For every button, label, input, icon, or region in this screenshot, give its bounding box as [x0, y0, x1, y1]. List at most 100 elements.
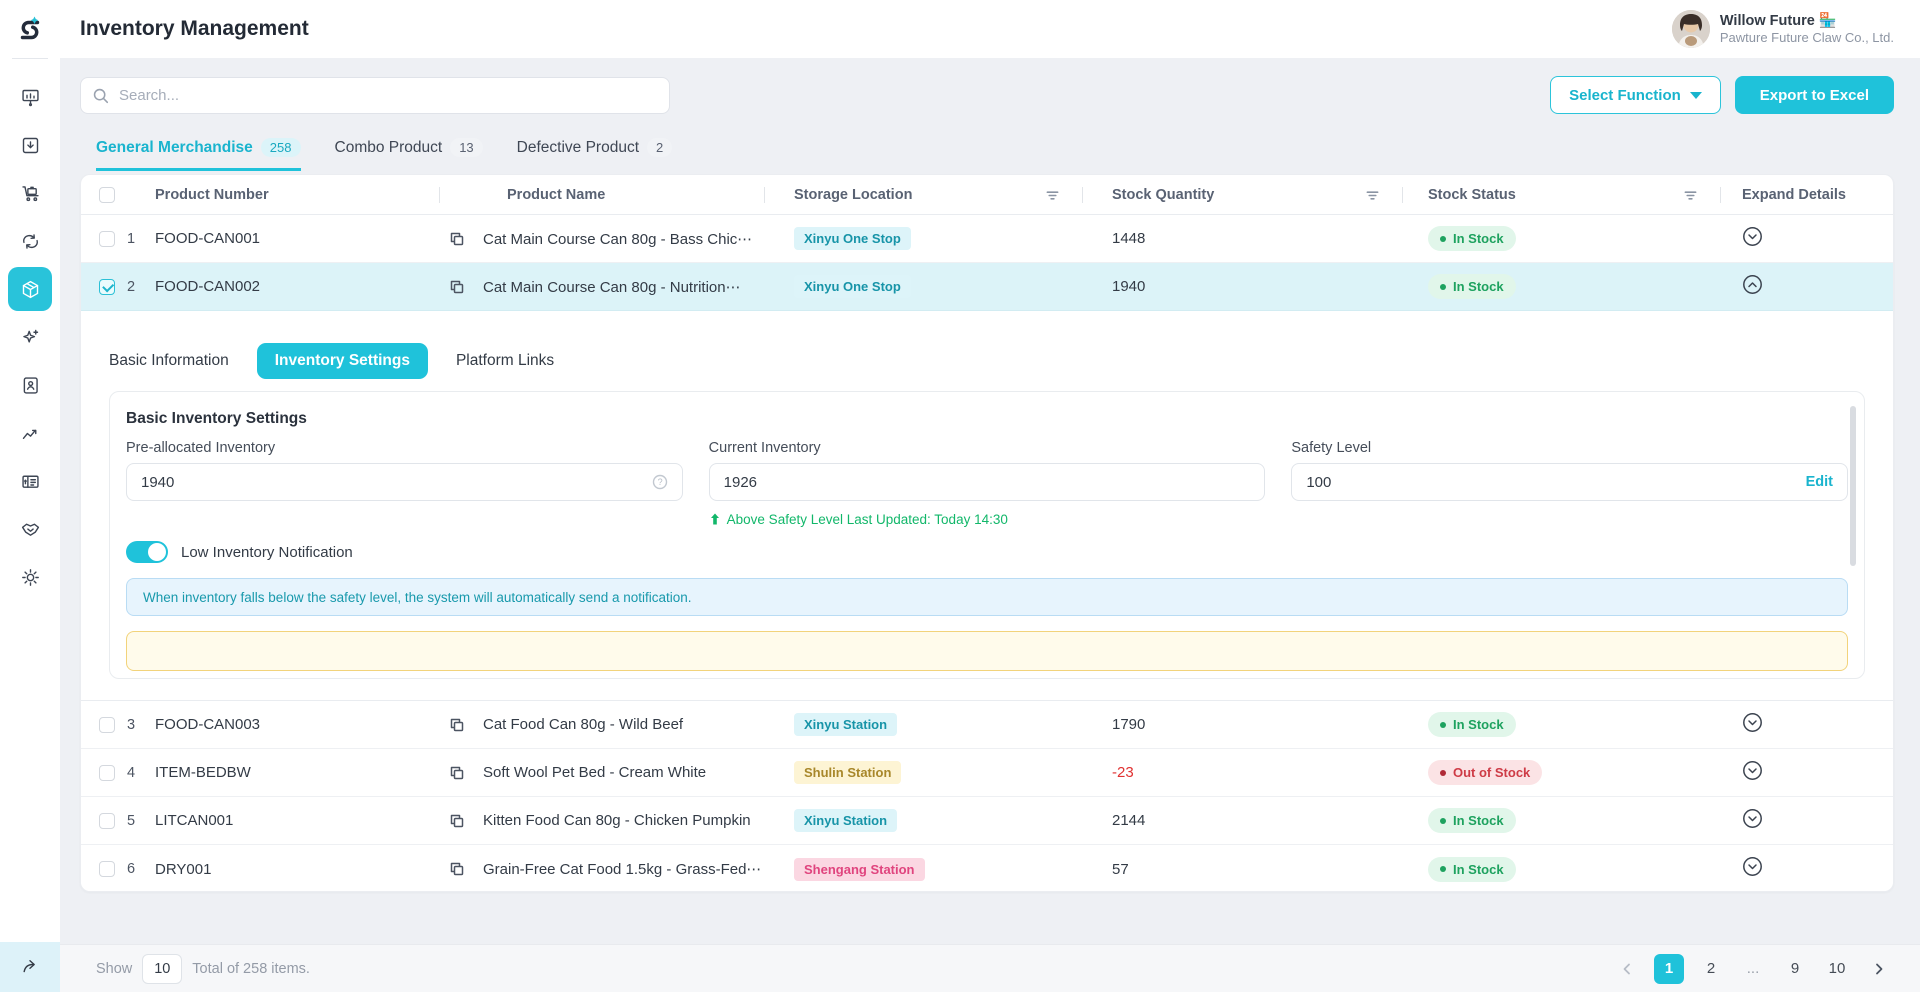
- tab-combo-product[interactable]: Combo Product 13: [335, 138, 483, 171]
- select-all-checkbox[interactable]: [99, 187, 115, 203]
- row-checkbox-checked[interactable]: [99, 278, 115, 295]
- tab-label: General Merchandise: [96, 138, 253, 156]
- sidebar-item-ai-tools-icon[interactable]: [8, 315, 52, 359]
- row-checkbox[interactable]: [99, 812, 115, 829]
- sidebar-item-inventory-icon[interactable]: [8, 267, 52, 311]
- toggle-label: Low Inventory Notification: [181, 543, 353, 561]
- copy-icon[interactable]: [439, 813, 475, 829]
- detail-tab-platform-links[interactable]: Platform Links: [455, 352, 555, 369]
- stock-status-badge: In Stock: [1428, 712, 1516, 737]
- header-stock-status: Stock Status: [1402, 175, 1720, 215]
- sidebar: [0, 0, 60, 992]
- sidebar-item-dashboard-icon[interactable]: [8, 75, 52, 119]
- export-to-excel-button[interactable]: Export to Excel: [1734, 76, 1894, 114]
- product-name: Cat Main Course Can 80g - Nutrition⋯: [483, 278, 741, 296]
- storage-location-badge: Xinyu Station: [794, 809, 898, 832]
- page-title: Inventory Management: [80, 17, 309, 40]
- sidebar-item-contacts-icon[interactable]: [8, 363, 52, 407]
- table-row[interactable]: 5 LITCAN001 Kitten Food Can 80g - Chicke…: [81, 797, 1893, 845]
- previous-page-button[interactable]: [1612, 954, 1642, 984]
- copy-icon[interactable]: [439, 717, 475, 733]
- row-checkbox[interactable]: [99, 230, 115, 247]
- pre-allocated-input[interactable]: 1940 ?: [126, 463, 683, 501]
- page-button-10[interactable]: 10: [1828, 960, 1846, 977]
- warning-box-clipped: [126, 631, 1848, 671]
- expand-row-icon[interactable]: [1742, 857, 1763, 881]
- status-dot: [1440, 817, 1446, 824]
- detail-tab-basic-information[interactable]: Basic Information: [109, 352, 229, 369]
- stock-status-badge: In Stock: [1428, 856, 1516, 882]
- tab-count-badge: 13: [450, 138, 483, 157]
- table-row-selected[interactable]: 2 FOOD-CAN002 Cat Main Course Can 80g - …: [81, 263, 1893, 311]
- inventory-table: Product Number Product Name Storage Loca…: [80, 174, 1894, 892]
- panel-scrollbar[interactable]: [1850, 406, 1856, 566]
- product-number: LITCAN001: [155, 812, 234, 829]
- filter-icon[interactable]: [1045, 188, 1060, 203]
- avatar[interactable]: [1671, 10, 1710, 48]
- table-row[interactable]: 6 DRY001 Grain-Free Cat Food 1.5kg - Gra…: [81, 845, 1893, 891]
- row-checkbox[interactable]: [99, 764, 115, 781]
- stock-quantity: 57: [1112, 860, 1129, 878]
- sidebar-collapse-button[interactable]: [0, 942, 60, 992]
- chevron-left-icon: [1623, 963, 1630, 974]
- current-inventory-input[interactable]: 1926: [708, 463, 1266, 501]
- field-value: 1926: [723, 473, 758, 491]
- status-dot: [1440, 283, 1446, 290]
- table-row[interactable]: 3 FOOD-CAN003 Cat Food Can 80g - Wild Be…: [81, 701, 1893, 749]
- user-menu[interactable]: Willow Future 🏪 Pawture Future Claw Co.,…: [1671, 10, 1894, 48]
- copy-icon[interactable]: [439, 279, 475, 295]
- row-detail-panel: Basic Information Inventory Settings Pla…: [81, 311, 1893, 701]
- app-logo: [12, 12, 48, 48]
- filter-icon[interactable]: [1683, 188, 1698, 203]
- stock-quantity: 1790: [1112, 716, 1146, 733]
- table-row[interactable]: 1 FOOD-CAN001 Cat Main Course Can 80g - …: [81, 215, 1893, 263]
- row-index: 3: [127, 716, 136, 733]
- expand-row-icon[interactable]: [1742, 226, 1763, 251]
- product-name: Kitten Food Can 80g - Chicken Pumpkin: [483, 812, 751, 829]
- copy-icon[interactable]: [439, 861, 475, 877]
- collapse-row-icon[interactable]: [1742, 274, 1763, 299]
- storage-location-badge: Shulin Station: [794, 761, 902, 784]
- table-row[interactable]: 4 ITEM-BEDBW Soft Wool Pet Bed - Cream W…: [81, 749, 1893, 797]
- product-name: Soft Wool Pet Bed - Cream White: [483, 764, 707, 781]
- row-checkbox[interactable]: [99, 716, 115, 733]
- page-size-select[interactable]: 10: [142, 953, 183, 984]
- help-icon[interactable]: ?: [652, 474, 668, 490]
- copy-icon[interactable]: [439, 231, 475, 247]
- main-area: Inventory Management Willow Future 🏪 Paw…: [60, 0, 1920, 992]
- detail-tab-inventory-settings[interactable]: Inventory Settings: [256, 343, 428, 379]
- low-inventory-toggle[interactable]: [126, 541, 168, 563]
- next-page-button[interactable]: [1864, 954, 1894, 984]
- sidebar-item-settings-icon[interactable]: [8, 555, 52, 599]
- safety-level-input[interactable]: 100 Edit: [1291, 463, 1848, 501]
- tab-label: Defective Product: [516, 138, 640, 156]
- expand-row-icon[interactable]: [1742, 760, 1763, 785]
- copy-icon[interactable]: [439, 765, 475, 781]
- product-name: Cat Food Can 80g - Wild Beef: [483, 716, 684, 733]
- page-button-2[interactable]: 2: [1706, 960, 1716, 977]
- row-checkbox[interactable]: [99, 861, 115, 877]
- table-footer: Show 10 Total of 258 items. 1 2 ... 9 10: [60, 944, 1920, 992]
- pagination: 1 2 ... 9 10: [1612, 953, 1894, 984]
- filter-icon[interactable]: [1365, 188, 1380, 203]
- sidebar-item-sync-icon[interactable]: [8, 219, 52, 263]
- edit-safety-level-link[interactable]: Edit: [1805, 474, 1833, 490]
- select-function-button[interactable]: Select Function: [1550, 76, 1721, 114]
- sidebar-item-billing-icon[interactable]: [8, 459, 52, 503]
- sidebar-item-partners-icon[interactable]: [8, 507, 52, 551]
- sidebar-item-procurement-icon[interactable]: [8, 171, 52, 215]
- header-product-number: Product Number: [155, 187, 269, 203]
- page-ellipsis[interactable]: ...: [1746, 960, 1760, 977]
- tab-general-merchandise[interactable]: General Merchandise 258: [96, 138, 301, 171]
- stock-quantity: 2144: [1112, 812, 1146, 829]
- sidebar-item-analytics-icon[interactable]: [8, 411, 52, 455]
- sidebar-item-inbound-icon[interactable]: [8, 123, 52, 167]
- page-button-9[interactable]: 9: [1790, 960, 1800, 977]
- select-all-checkbox-cell: [81, 175, 127, 215]
- tab-defective-product[interactable]: Defective Product 2: [517, 138, 673, 171]
- search-box: [80, 76, 670, 114]
- expand-row-icon[interactable]: [1742, 712, 1763, 737]
- page-button-1[interactable]: 1: [1654, 953, 1684, 984]
- expand-row-icon[interactable]: [1742, 808, 1763, 833]
- search-input[interactable]: [80, 76, 670, 114]
